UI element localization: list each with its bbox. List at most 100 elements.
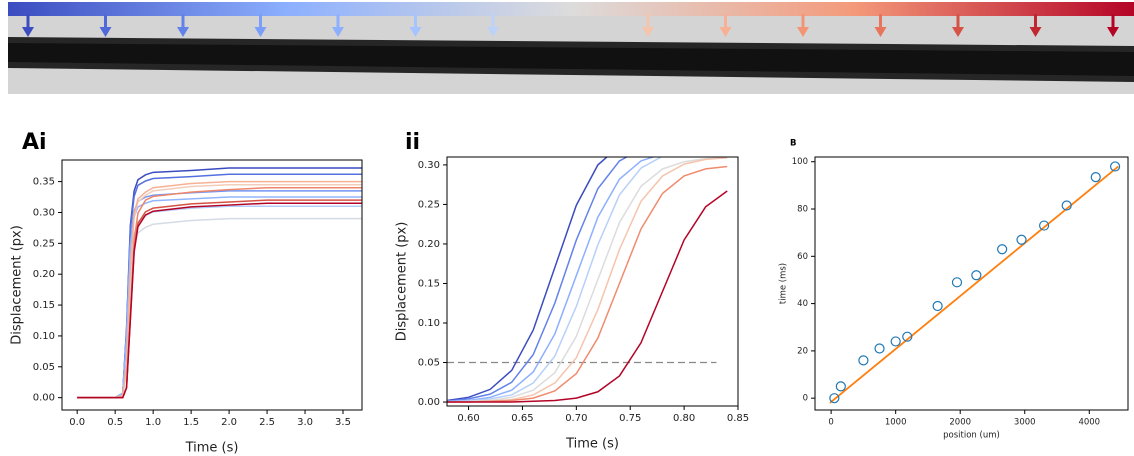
arrow-head [874, 27, 887, 37]
x-axis-label: Time (s) [565, 437, 619, 452]
x-tick-label: 2.0 [221, 417, 237, 428]
y-tick-label: 0 [803, 394, 808, 404]
y-tick-label: 0.10 [418, 318, 440, 329]
x-tick-label: 3000 [1014, 418, 1036, 428]
x-tick-label: 3.0 [297, 417, 313, 428]
y-tick-label: 0.15 [33, 300, 55, 311]
color-bar [8, 2, 1134, 16]
chart: Ai 0.0 0.5 1.0 1.5 2.0 2.5 3.0 3.5 0.00 0.05 0.10 0.… [10, 130, 363, 456]
fiber-core [8, 43, 1134, 76]
x-tick-label: 0.0 [69, 417, 85, 428]
arrow-head [1029, 27, 1042, 37]
point [858, 355, 869, 366]
point [951, 277, 963, 288]
chart: B 0 1000 2000 3000 4000 0 20 40 60 80 100 position (… [779, 139, 1129, 441]
x-axis-label: position (um) [943, 431, 1000, 441]
arrow-head [1107, 27, 1119, 37]
plot-area [447, 157, 728, 403]
x-tick-label: 0.65 [511, 413, 533, 424]
y-axis-label: time (ms) [779, 263, 789, 304]
y-tick-label: 100 [792, 157, 808, 167]
series-line [77, 190, 362, 399]
arrow-head [797, 27, 809, 37]
point [932, 300, 943, 312]
x-tick-label: 0.75 [619, 413, 641, 424]
arrow-head [409, 27, 422, 37]
micrograph [8, 2, 1134, 94]
series-line [447, 157, 656, 403]
series-line [447, 157, 609, 402]
point [1109, 161, 1121, 172]
series-line [447, 190, 728, 403]
arrow-head [642, 27, 654, 37]
fit-line [829, 165, 1119, 404]
series-line [77, 173, 362, 399]
y-tick-label: 0.20 [418, 239, 440, 250]
y-tick-label: 40 [797, 299, 808, 309]
panel-label: ii [405, 130, 420, 155]
y-tick-label: 60 [797, 252, 808, 262]
arrows [22, 14, 1119, 37]
x-tick-label: 3.5 [335, 417, 351, 428]
series-line [447, 157, 629, 403]
x-tick-label: 0.5 [107, 417, 123, 428]
point [835, 381, 846, 392]
series-line [77, 180, 362, 399]
x-axis-label: Time (s) [185, 441, 239, 456]
point [997, 244, 1008, 255]
y-tick-label: 0.30 [33, 207, 55, 218]
x-tick-label: 0.60 [457, 413, 479, 424]
y-axis-label: Displacement (px) [10, 225, 25, 345]
y-tick-label: 0.05 [33, 362, 55, 373]
arrow-head [332, 27, 344, 37]
x-tick-label: 1.0 [145, 417, 161, 428]
plot-area [77, 167, 362, 399]
panel-label: Ai [22, 130, 47, 155]
y-tick-label: 0.15 [418, 278, 440, 289]
series-line [77, 199, 362, 399]
point [1061, 200, 1072, 211]
point [890, 336, 901, 347]
series-line [447, 165, 728, 403]
arrow-head [22, 27, 34, 37]
series-line [447, 157, 728, 403]
series-line [77, 205, 362, 399]
y-tick-label: 0.25 [33, 238, 55, 249]
x-tick-label: 0 [828, 418, 833, 428]
y-tick-label: 0.05 [418, 358, 440, 369]
y-tick-label: 0.20 [33, 269, 55, 280]
chart: ii 0.60 0.65 0.70 0.75 0.80 0.85 0.00 0.05 0.10 0.… [395, 130, 750, 452]
arrow-head [177, 27, 189, 37]
series-line [447, 157, 728, 403]
y-tick-label: 0.35 [33, 177, 55, 188]
series-line [77, 217, 362, 399]
series-line [447, 157, 663, 403]
point [902, 331, 913, 342]
plot-frame [61, 159, 363, 411]
point [874, 343, 885, 354]
series-line [77, 202, 362, 399]
series-line [77, 196, 362, 399]
point [829, 393, 840, 404]
arrow-head [254, 27, 267, 37]
y-tick-label: 0.30 [418, 160, 440, 171]
y-tick-label: 0.10 [33, 331, 55, 342]
arrow-head [719, 27, 732, 37]
x-tick-label: 1000 [885, 418, 907, 428]
point [1016, 234, 1027, 245]
y-axis-label: Displacement (px) [395, 222, 410, 342]
panel-label: B [790, 139, 796, 149]
series-line [77, 183, 362, 399]
y-tick-label: 0.00 [33, 393, 55, 404]
plot-frame [814, 156, 1129, 411]
y-tick-label: 0.25 [418, 199, 440, 210]
plot-area [829, 161, 1121, 404]
arrow-head [99, 27, 112, 37]
y-tick-label: 0.00 [418, 397, 440, 408]
x-tick-label: 4000 [1078, 418, 1100, 428]
x-tick-label: 0.85 [727, 413, 749, 424]
point [1039, 220, 1050, 231]
y-tick-label: 20 [797, 346, 808, 356]
point [1090, 171, 1101, 183]
